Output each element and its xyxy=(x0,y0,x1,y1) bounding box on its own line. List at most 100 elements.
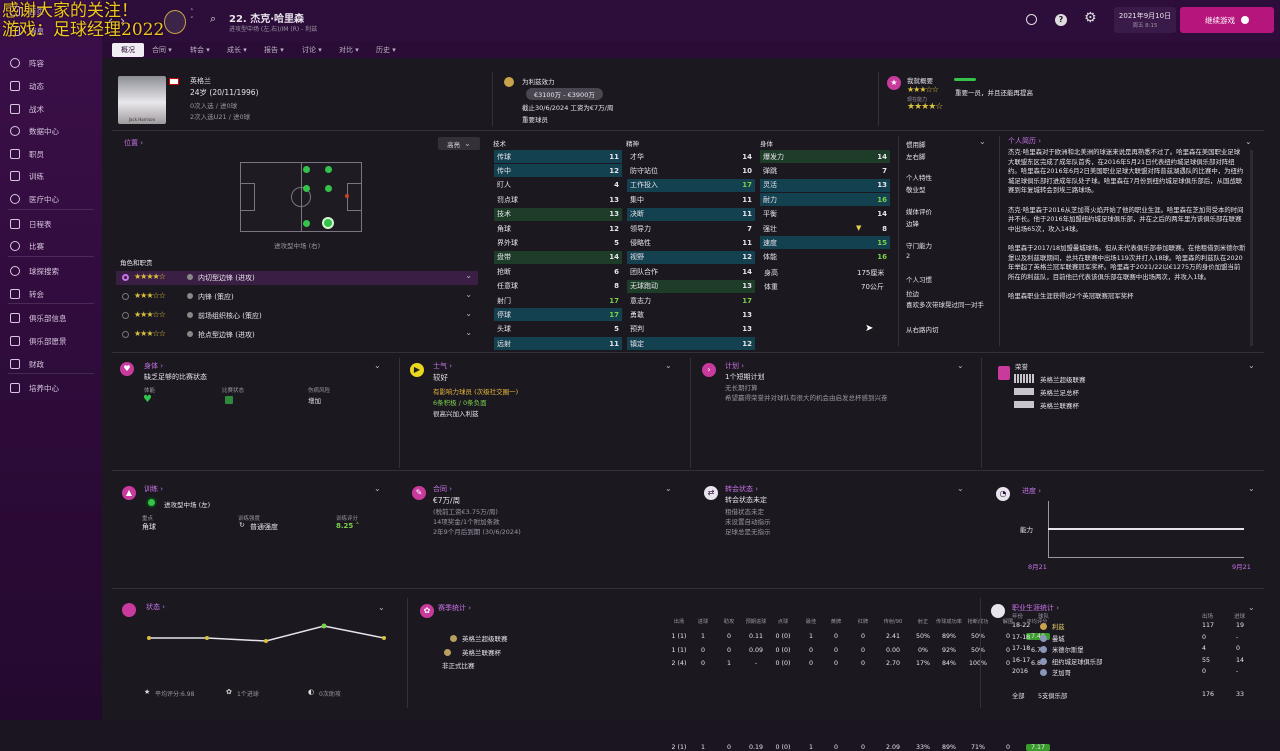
sidebar-item-dynamics[interactable]: 动态 xyxy=(0,77,102,95)
stats-total-cell: 0 xyxy=(726,744,731,751)
continue-button[interactable]: 继续游戏 xyxy=(1180,7,1274,33)
attribute-name: 任意球 xyxy=(497,282,518,291)
morale-header[interactable]: 士气 › xyxy=(433,362,453,370)
sidebar-item-tactics[interactable]: 战术 xyxy=(0,100,102,118)
chevron-down-icon[interactable]: ⌄ xyxy=(374,361,381,370)
chevron-down-icon[interactable]: ⌄ xyxy=(665,484,672,493)
tab-development[interactable]: 成长 ▾ xyxy=(227,46,247,54)
help-icon[interactable]: ? xyxy=(1055,14,1067,26)
attribute-value: 12 xyxy=(609,224,619,233)
habit-item: 从右路内切 xyxy=(906,326,939,334)
weight-value: 70公斤 xyxy=(861,283,884,291)
sidebar-item-medical[interactable]: 医疗中心 xyxy=(0,190,102,208)
stats-column-header: 最佳 xyxy=(805,619,817,625)
role-row[interactable]: ★★★☆☆ 内锋 (策应) ⌄ xyxy=(116,290,478,304)
stats-competition-name[interactable]: 非正式比赛 xyxy=(442,662,475,670)
tab-discuss[interactable]: 讨论 ▾ xyxy=(302,46,322,54)
stats-cell: 1 (1) xyxy=(671,646,687,654)
contract-header[interactable]: 合同 › xyxy=(433,485,453,493)
sidebar-item-finances[interactable]: 财政 xyxy=(0,355,102,373)
search-icon[interactable]: ⌕ xyxy=(210,12,217,25)
training-header[interactable]: 训练 › xyxy=(144,485,164,493)
back-arrow-icon[interactable]: ‹ xyxy=(108,14,114,29)
info-icon xyxy=(187,331,193,337)
forward-arrow-icon[interactable]: › xyxy=(120,14,126,29)
attribute-value: 7 xyxy=(747,224,752,233)
divider xyxy=(407,598,408,708)
career-year: 17-18 xyxy=(1012,645,1031,652)
divider xyxy=(492,72,493,126)
tab-transfer[interactable]: 转会 ▾ xyxy=(190,46,210,54)
career-club[interactable]: 曼城 xyxy=(1052,635,1065,643)
chevron-down-icon[interactable]: ⌄ xyxy=(1245,137,1252,146)
tab-compare[interactable]: 对比 ▾ xyxy=(339,46,359,54)
tab-contract[interactable]: 合同 ▾ xyxy=(152,46,172,54)
bio-header[interactable]: 个人简历 › xyxy=(1008,137,1042,145)
tab-overview[interactable]: 概况 xyxy=(112,43,144,57)
tab-reports[interactable]: 报告 ▾ xyxy=(264,46,284,54)
chevron-down-icon[interactable]: ⌄ xyxy=(957,484,964,493)
attribute-value: 14 xyxy=(877,210,887,219)
chevron-down-icon[interactable]: ⌄ xyxy=(374,484,381,493)
career-header[interactable]: 职业生涯统计 › xyxy=(1012,604,1060,612)
stats-competition-name[interactable]: 英格兰超级联赛 xyxy=(462,635,508,643)
transfer-header[interactable]: 转会状态 › xyxy=(725,485,759,493)
game-date: 2021年9月10日 xyxy=(1118,12,1172,20)
body-title: 缺乏足够的比赛状态 xyxy=(144,373,207,381)
gear-icon[interactable]: ⚙ xyxy=(1084,10,1097,26)
career-table: 年份 球队 出场 进球 18-22 利兹 117 19 17-18 曼城 0 - 17-18 米德尔斯堡 4… xyxy=(1010,612,1260,702)
info-icon xyxy=(187,293,193,299)
chevron-down-icon[interactable]: ⌄ xyxy=(957,361,964,370)
chevron-down-icon[interactable]: ⌄ xyxy=(1248,603,1255,612)
highlight-dropdown[interactable]: 高亮 ⌄ xyxy=(438,137,480,150)
sidebar-item-schedule[interactable]: 日程表 xyxy=(0,215,102,233)
progress-header[interactable]: 进度 › xyxy=(1022,487,1042,495)
chevron-down-icon[interactable]: ⌄ xyxy=(979,137,986,146)
body-header[interactable]: 身体 › xyxy=(144,362,164,370)
people-icon xyxy=(10,58,20,68)
sidebar-item-scouting[interactable]: 球探搜索 xyxy=(0,262,102,280)
bio-scrollbar[interactable] xyxy=(1250,150,1253,346)
sidebar-item-inbox[interactable]: 消息 xyxy=(0,22,102,40)
sidebar-item-transfers[interactable]: 转会 xyxy=(0,285,102,303)
plan-header[interactable]: 计划 › xyxy=(725,362,745,370)
honour-item: 英格兰联赛杯 xyxy=(1040,402,1079,410)
training-icon xyxy=(10,171,20,181)
up-down-icon[interactable]: ˄ ˅ xyxy=(190,8,194,24)
tab-history[interactable]: 历史 ▾ xyxy=(376,46,396,54)
sidebar-item-staff[interactable]: 职员 xyxy=(0,145,102,163)
sidebar-item-club-vision[interactable]: 俱乐部愿景 xyxy=(0,332,102,350)
sidebar-item-competitions[interactable]: 比赛 xyxy=(0,237,102,255)
football-icon[interactable] xyxy=(1026,14,1037,25)
position-header[interactable]: 位置 › xyxy=(124,139,144,147)
sidebar-item-squad[interactable]: 阵容 xyxy=(0,54,102,72)
season-stats-header[interactable]: 赛季统计 › xyxy=(438,604,472,612)
chevron-down-icon[interactable]: ⌄ xyxy=(1248,361,1255,370)
career-club[interactable]: 米德尔斯堡 xyxy=(1052,647,1084,654)
role-row[interactable]: ★★★☆☆ 前场组织核心 (策应) ⌄ xyxy=(116,309,478,323)
chevron-down-icon[interactable]: ⌄ xyxy=(1248,484,1255,493)
value-pill[interactable]: €3100万 - €3900万 xyxy=(526,88,603,100)
career-club[interactable]: 纽约城足球俱乐部 xyxy=(1052,658,1103,666)
role-row[interactable]: ★★★★☆ 内切型边锋 (进攻) ⌄ xyxy=(116,271,478,285)
date-box[interactable]: 2021年9月10日 周五 8:15 xyxy=(1114,7,1176,33)
career-club[interactable]: 芝加哥 xyxy=(1052,670,1071,677)
sidebar-item-club-info[interactable]: 俱乐部信息 xyxy=(0,309,102,327)
sidebar-item-home[interactable]: 首页 xyxy=(0,2,102,20)
sidebar-item-training[interactable]: 训练 xyxy=(0,167,102,185)
attribute-value: 14 xyxy=(609,253,619,262)
sidebar-item-development[interactable]: 培养中心 xyxy=(0,379,102,397)
form-header[interactable]: 状态 › xyxy=(146,603,166,611)
club-crest-icon[interactable] xyxy=(164,10,186,34)
physical-header: 身体 xyxy=(760,140,773,148)
radio-icon xyxy=(122,312,129,319)
stats-competition-name[interactable]: 英格兰联赛杯 xyxy=(462,648,501,657)
sidebar-item-label: 消息 xyxy=(29,26,44,36)
progress-x-axis xyxy=(1048,557,1244,558)
sidebar-item-data-hub[interactable]: 数据中心 xyxy=(0,122,102,140)
career-club[interactable]: 利兹 xyxy=(1052,624,1065,631)
stats-total-cell: 0 xyxy=(860,744,865,751)
role-row[interactable]: ★★★☆☆ 抢点型边锋 (进攻) ⌄ xyxy=(116,328,478,342)
chevron-down-icon[interactable]: ⌄ xyxy=(378,603,385,612)
chevron-down-icon[interactable]: ⌄ xyxy=(665,361,672,370)
